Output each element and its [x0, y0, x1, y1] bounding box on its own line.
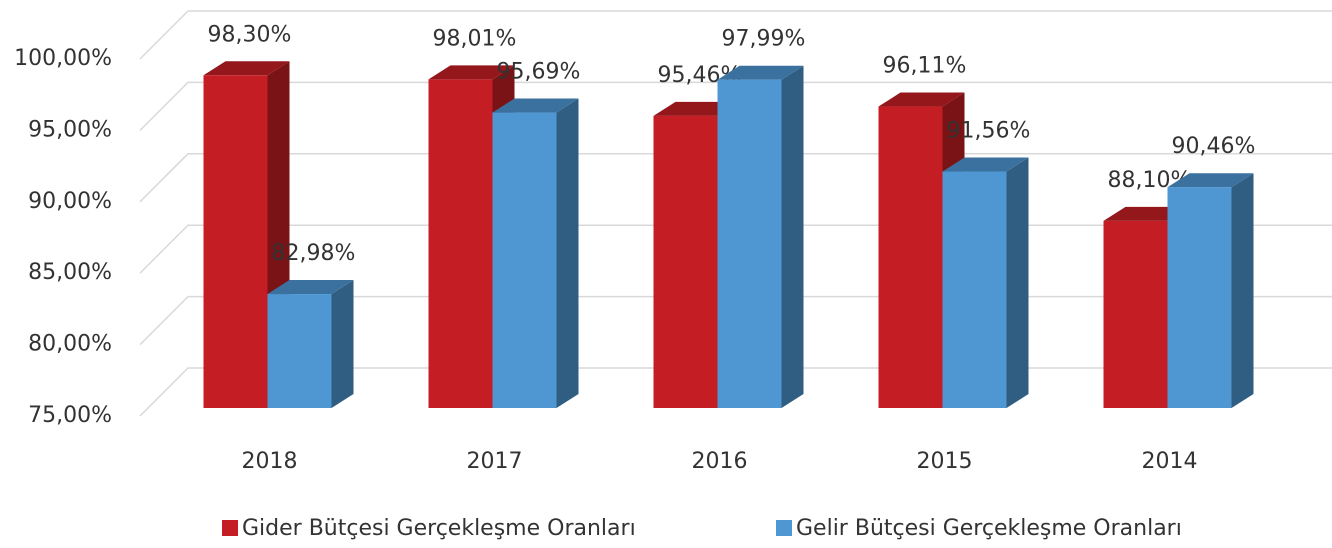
bar-top — [942, 157, 1029, 172]
bar — [878, 106, 943, 409]
bar — [653, 115, 718, 408]
bar-top — [1167, 173, 1254, 188]
bar — [428, 79, 493, 408]
data-label: 90,46% — [1172, 134, 1256, 159]
bar — [717, 79, 782, 409]
y-tick-label: 90,00% — [28, 189, 112, 214]
data-label: 96,11% — [883, 54, 967, 79]
bar-side — [1006, 157, 1029, 408]
bar-side — [556, 98, 579, 408]
bar-top — [428, 65, 515, 80]
y-tick-label: 85,00% — [28, 260, 112, 285]
data-label: 82,98% — [272, 241, 356, 266]
data-label: 91,56% — [947, 119, 1031, 144]
bar — [1167, 187, 1232, 408]
legend-swatch — [776, 520, 792, 536]
x-tick-label: 2016 — [692, 449, 748, 474]
y-tick-label: 75,00% — [28, 403, 112, 428]
legend-label: Gider Bütçesi Gerçekleşme Oranları — [242, 516, 636, 541]
data-label: 97,99% — [722, 27, 806, 52]
bar — [942, 171, 1007, 408]
bar-top — [878, 92, 965, 107]
bar — [203, 75, 268, 408]
bar-top — [717, 65, 804, 80]
bar — [267, 294, 332, 408]
bar — [492, 112, 557, 408]
bar-side — [331, 280, 354, 408]
data-label: 98,01% — [433, 26, 517, 51]
x-tick-label: 2017 — [467, 449, 523, 474]
legend-label: Gelir Bütçesi Gerçekleşme Oranları — [796, 516, 1182, 541]
bar-side — [1231, 173, 1254, 408]
bar-side — [781, 65, 804, 409]
bar — [1103, 220, 1168, 408]
bar-top — [492, 98, 579, 113]
y-tick-label: 80,00% — [28, 332, 112, 357]
bar-top — [203, 61, 290, 76]
grid-line — [139, 81, 1332, 131]
x-tick-label: 2015 — [917, 449, 973, 474]
y-tick-label: 95,00% — [28, 117, 112, 142]
grid-line — [139, 10, 1332, 60]
y-tick-label: 100,00% — [14, 46, 112, 71]
data-label: 98,30% — [208, 22, 292, 47]
x-tick-label: 2018 — [242, 449, 298, 474]
x-tick-label: 2014 — [1142, 449, 1198, 474]
bar-top — [267, 280, 354, 295]
data-label: 95,69% — [497, 60, 581, 85]
legend-swatch — [222, 520, 238, 536]
